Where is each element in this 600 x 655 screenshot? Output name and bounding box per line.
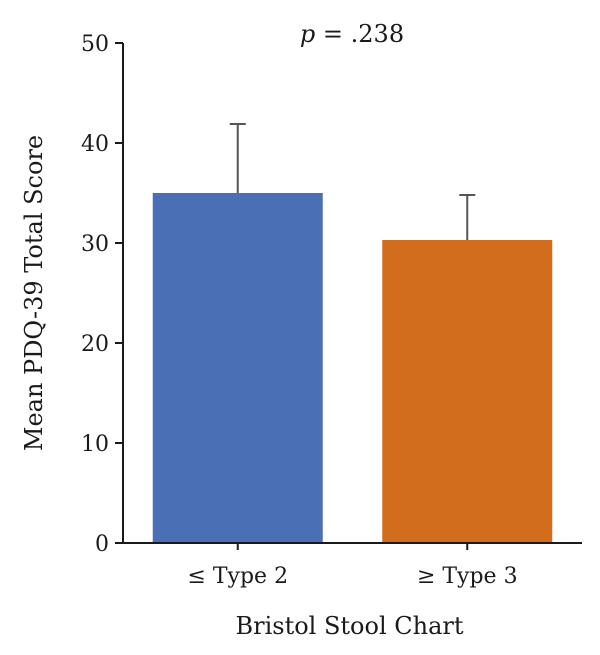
y-tick-label: 20: [81, 332, 109, 357]
p-value-annotation: p = .238: [300, 20, 404, 48]
y-ticks: 0 10 20 30 40 50: [81, 32, 123, 557]
x-category-label: ≤ Type 2: [187, 564, 288, 589]
p-value-italic: p: [300, 20, 315, 48]
x-axis-title: Bristol Stool Chart: [235, 612, 463, 640]
p-value-rest: = .238: [315, 20, 404, 48]
y-tick-label: 50: [81, 32, 109, 57]
x-category-labels: ≤ Type 2 ≥ Type 3: [187, 543, 518, 589]
y-tick-label: 30: [81, 232, 109, 257]
bar: [382, 240, 553, 543]
y-tick-label: 0: [95, 532, 109, 557]
bars: [152, 193, 553, 543]
y-tick-label: 10: [81, 432, 109, 457]
y-axis-title: Mean PDQ-39 Total Score: [20, 135, 48, 451]
x-category-label: ≥ Type 3: [417, 564, 518, 589]
error-bars: [229, 123, 476, 240]
y-tick-label: 40: [81, 132, 109, 157]
bar: [152, 193, 323, 543]
